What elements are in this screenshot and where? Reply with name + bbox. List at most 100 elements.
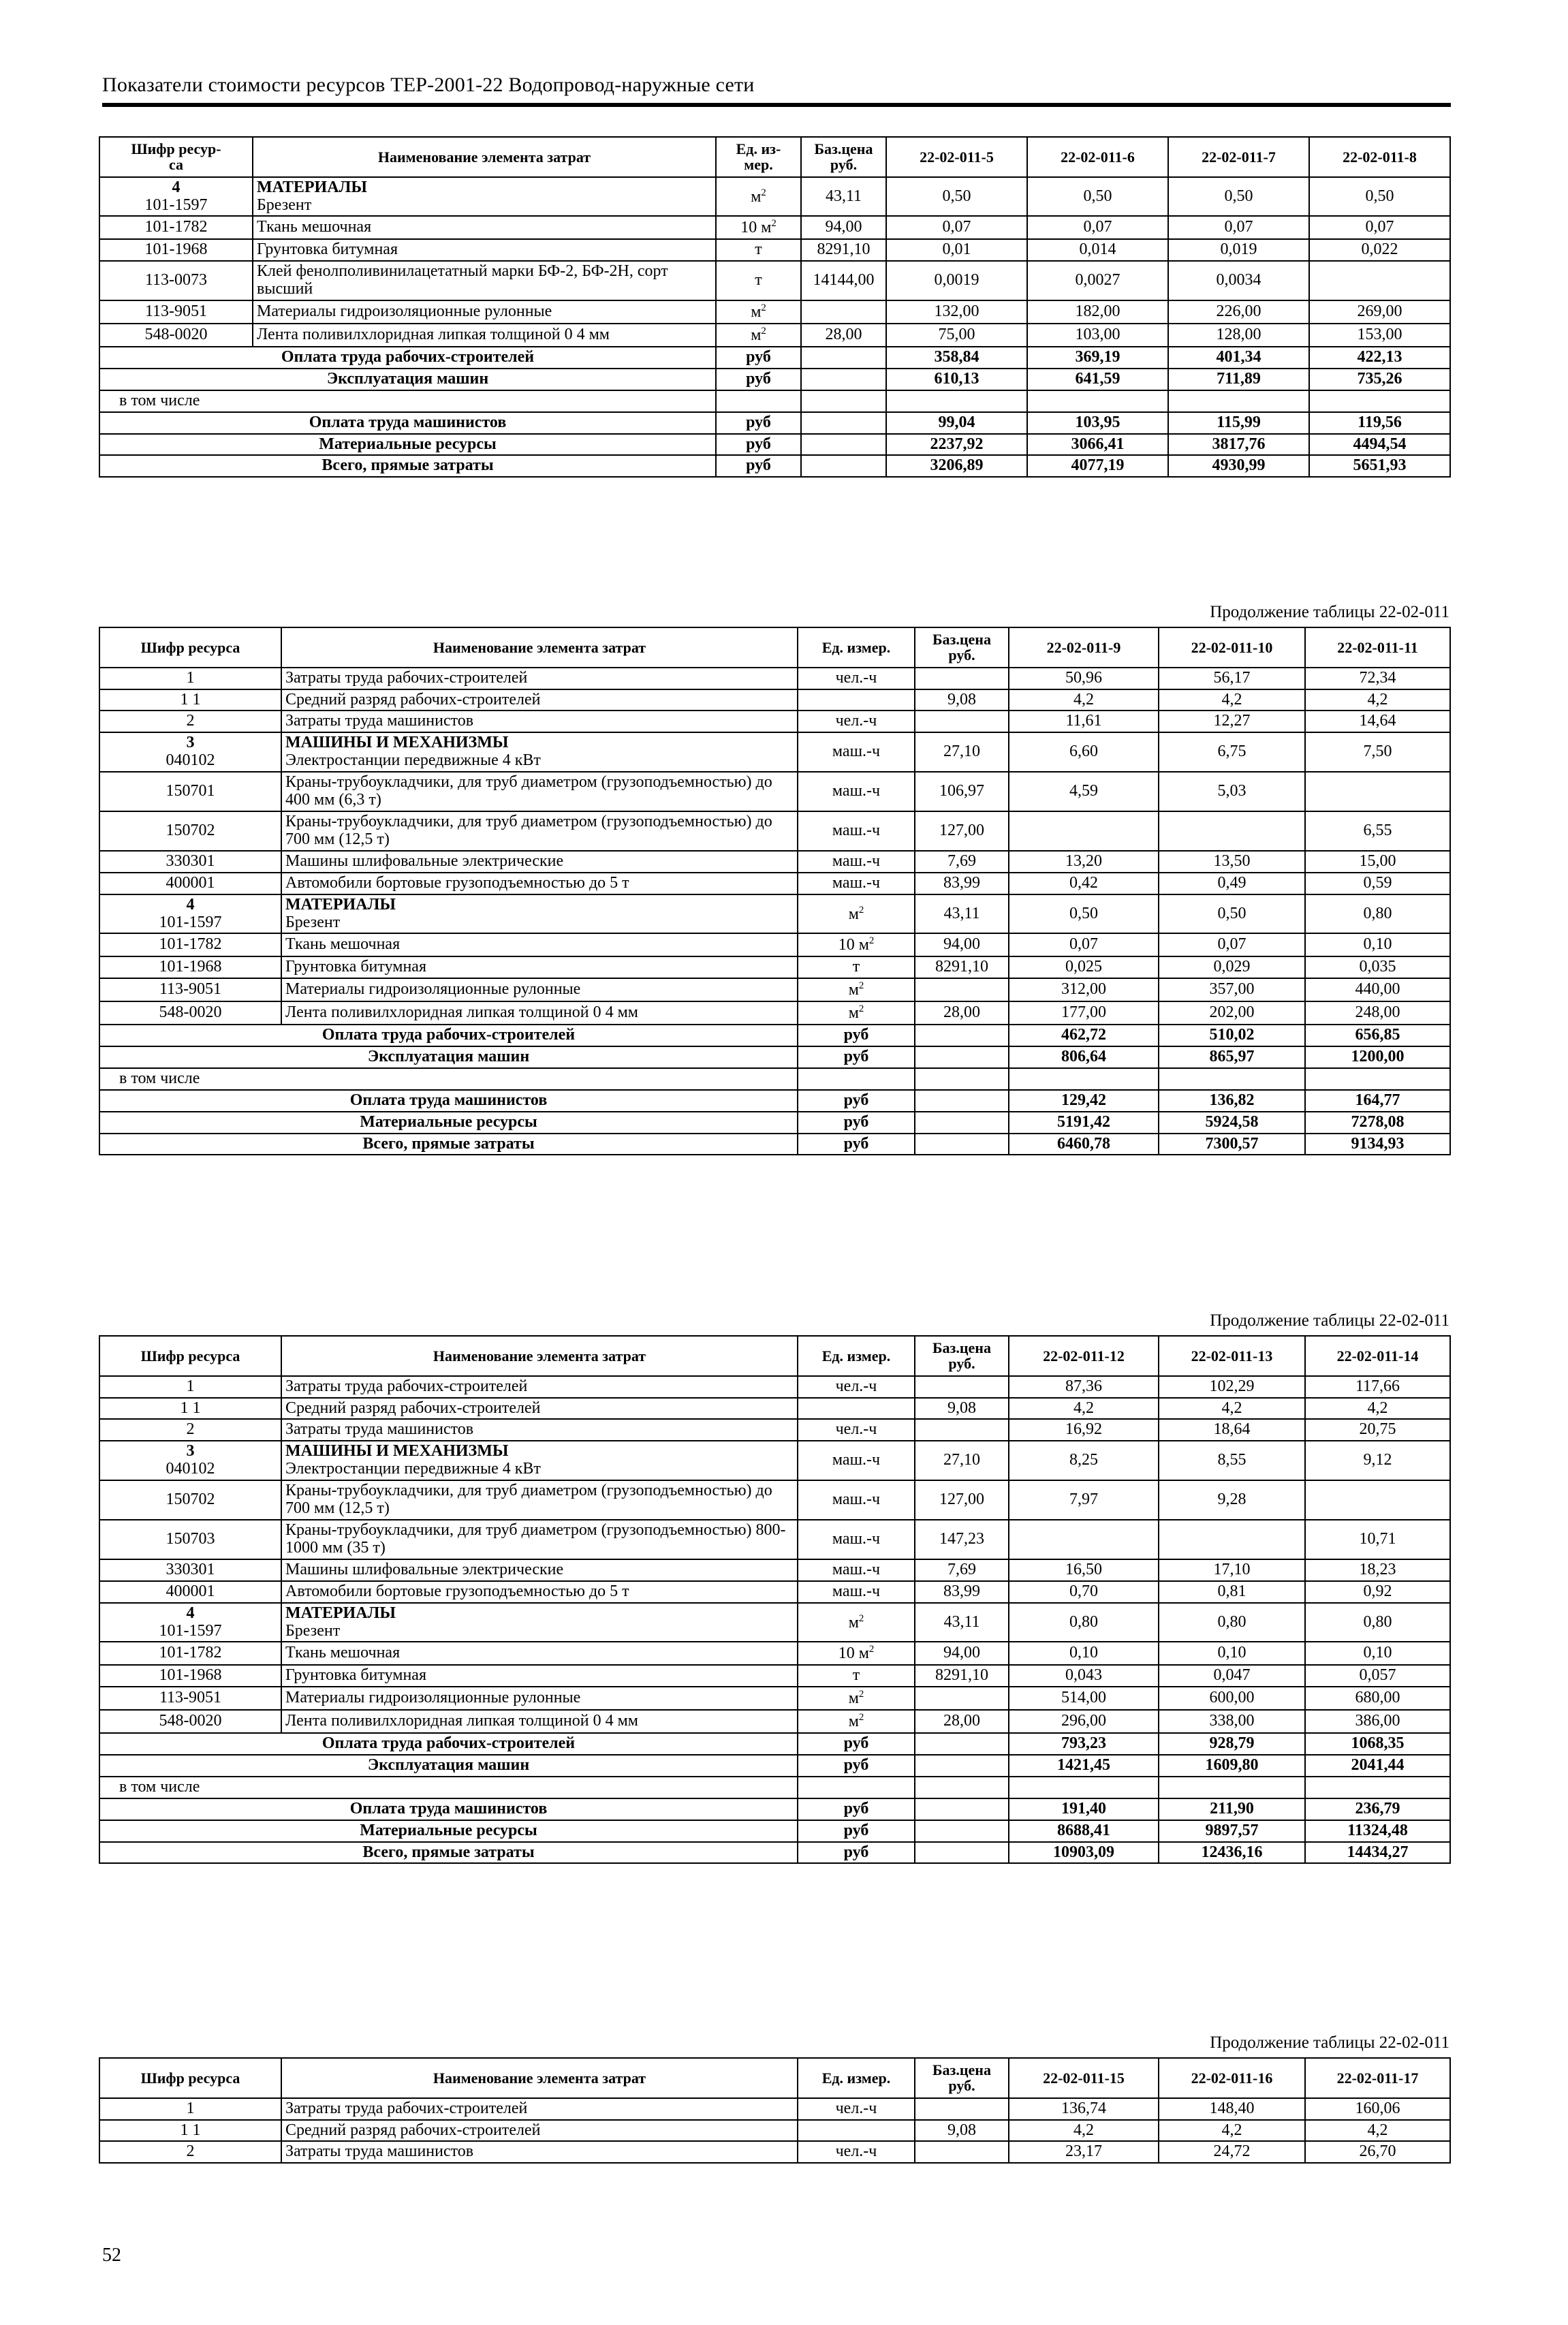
cell-value: 164,77 (1304, 1089, 1451, 1112)
table-3-body: 1 Затраты труда рабочих-строителей чел.-ч 8… (99, 1375, 1451, 1864)
table-row: 3 040102 МАШИНЫ И МЕХАНИЗМЫ Электростанции … (99, 1440, 1451, 1482)
cell-value: 14,64 (1304, 710, 1451, 734)
cell-value: 510,02 (1158, 1024, 1306, 1047)
cell-resource-code: 2 (99, 1418, 282, 1442)
cell-value: 4,2 (1158, 2119, 1306, 2142)
table-2-body: 1 Затраты труда рабочих-строителей чел.-ч 5… (99, 666, 1451, 1156)
table-row: 101-1968 Грунтовка битумная т 8291,10 0,043 0… (99, 1664, 1451, 1688)
cell-resource-code: 1 (99, 1375, 282, 1399)
cell-base-price: 28,00 (800, 322, 887, 347)
cell-element-name: Краны-трубоукладчики, для труб диаметром… (281, 771, 798, 812)
resource-table-1: Шифр ресур-са Наименование элемента затр… (99, 136, 1451, 478)
cell-base-price: 127,00 (914, 1480, 1009, 1520)
cell-value: 24,72 (1158, 2140, 1306, 2164)
table-2-header: Шифр ресурса Наименование элемента затра… (99, 627, 1451, 668)
cell-value: 806,64 (1008, 1045, 1159, 1069)
summary-row: Оплата труда машинистов руб 99,04 103,95 115… (99, 411, 1451, 435)
table-row: 113-9051 Материалы гидроизоляционные руло… (99, 978, 1451, 1003)
cell-base-price: 7,69 (914, 1558, 1009, 1582)
table-row: 113-0073 Клей фенолполивинилацетатный мар… (99, 260, 1451, 302)
cell-resource-code: 113-9051 (99, 300, 253, 324)
cell-resource-code: 400001 (99, 1580, 282, 1604)
summary-row: Эксплуатация машин руб 806,64 865,97 1200,00 (99, 1045, 1451, 1069)
cell-value: 18,23 (1304, 1558, 1451, 1582)
cell-value: 148,40 (1158, 2097, 1306, 2121)
table-row: 101-1968 Грунтовка битумная т 8291,10 0,025 0… (99, 956, 1451, 980)
cell-value: 0,047 (1158, 1664, 1306, 1688)
cell-summary-label: в том числе (99, 1067, 798, 1091)
cell-value: 4077,19 (1026, 454, 1169, 478)
cell-summary-label: Оплата труда машинистов (99, 1797, 798, 1821)
cell-unit (797, 2119, 915, 2142)
cell-base-price (914, 1841, 1009, 1864)
cell-value: 0,07 (1026, 215, 1169, 240)
table-row: 113-9051 Материалы гидроизоляционные руло… (99, 1686, 1451, 1711)
cell-unit: маш.-ч (797, 771, 915, 812)
table-row: 330301 Машины шлифовальные электрические м… (99, 849, 1451, 873)
cell-value: 18,64 (1158, 1418, 1306, 1442)
cell-resource-code: 1 1 (99, 688, 282, 712)
cell-value: 269,00 (1308, 300, 1451, 324)
cell-summary-label: Эксплуатация машин (99, 367, 717, 391)
cell-value: 865,97 (1158, 1045, 1306, 1069)
cell-value: 0,10 (1008, 1641, 1159, 1666)
cell-base-price (914, 2097, 1009, 2121)
cell-base-price: 27,10 (914, 1440, 1009, 1482)
cell-base-price (914, 1132, 1009, 1156)
cell-unit: маш.-ч (797, 1518, 915, 1560)
col-header-v2: 22-02-011-7 (1167, 136, 1310, 178)
cell-summary-label: в том числе (99, 389, 717, 413)
cell-value (1158, 810, 1306, 852)
cell-summary-label: в том числе (99, 1775, 798, 1799)
cell-value: 735,26 (1308, 367, 1451, 391)
table-4-body: 1 Затраты труда рабочих-строителей чел.-ч 1… (99, 2097, 1451, 2164)
cell-value: 0,59 (1304, 871, 1451, 895)
col-header-v2: 22-02-011-11 (1304, 627, 1451, 668)
cell-base-price (800, 433, 887, 456)
cell-value: 4,2 (1158, 688, 1306, 712)
col-header-v2: 22-02-011-17 (1304, 2057, 1451, 2099)
cell-resource-code: 150703 (99, 1518, 282, 1560)
cell-element-name: Автомобили бортовые грузоподъемностью до… (281, 871, 798, 895)
cell-value: 4,2 (1304, 688, 1451, 712)
cell-value: 0,50 (1026, 176, 1169, 217)
cell-value: 600,00 (1158, 1686, 1306, 1711)
cell-base-price (914, 710, 1009, 734)
cell-value: 132,00 (885, 300, 1028, 324)
cell-base-price: 9,08 (914, 688, 1009, 712)
table-row: 3 040102 МАШИНЫ И МЕХАНИЗМЫ Электростанции … (99, 732, 1451, 773)
cell-base-price (914, 1797, 1009, 1821)
cell-unit: маш.-ч (797, 1558, 915, 1582)
cell-value: 0,50 (1167, 176, 1310, 217)
cell-value: 4,2 (1008, 688, 1159, 712)
cell-value: 0,07 (1158, 933, 1306, 958)
cell-summary-label: Всего, прямые затраты (99, 1841, 798, 1864)
cell-element-name: Затраты труда машинистов (281, 2140, 798, 2164)
cell-value: 20,75 (1304, 1418, 1451, 1442)
cell-base-price: 147,23 (914, 1518, 1009, 1560)
cell-unit: руб (797, 1841, 915, 1864)
cell-base-price (800, 367, 887, 391)
continuation-caption-2: Продолжение таблицы 22-02-011 (1210, 1311, 1449, 1330)
col-header-v0: 22-02-011-9 (1008, 627, 1159, 668)
document-header: Показатели стоимости ресурсов ТЕР-2001-2… (102, 74, 1451, 107)
col-header-v2: 22-02-011-14 (1304, 1335, 1451, 1377)
cell-value: 6,55 (1304, 810, 1451, 852)
cell-value: 4,2 (1008, 2119, 1159, 2142)
cell-value: 226,00 (1167, 300, 1310, 324)
cell-base-price (914, 1775, 1009, 1799)
cell-summary-label: Всего, прямые затраты (99, 1132, 798, 1156)
cell-base-price: 94,00 (914, 933, 1009, 958)
cell-value: 191,40 (1008, 1797, 1159, 1821)
cell-element-name: Средний разряд рабочих-строителей (281, 688, 798, 712)
cell-resource-code: 150701 (99, 771, 282, 812)
cell-resource-code: 548-0020 (99, 1001, 282, 1026)
cell-element-name: Лента поливилхлоридная липкая толщиной 0… (281, 1709, 798, 1734)
cell-summary-label: Оплата труда машинистов (99, 1089, 798, 1112)
cell-resource-code: 3 040102 (99, 1440, 282, 1482)
header-rule (102, 103, 1451, 107)
summary-row: Оплата труда рабочих-строителей руб 462,72… (99, 1024, 1451, 1047)
cell-value: 0,07 (1308, 215, 1451, 240)
cell-value: 0,80 (1158, 1602, 1306, 1643)
cell-value (1167, 389, 1310, 413)
